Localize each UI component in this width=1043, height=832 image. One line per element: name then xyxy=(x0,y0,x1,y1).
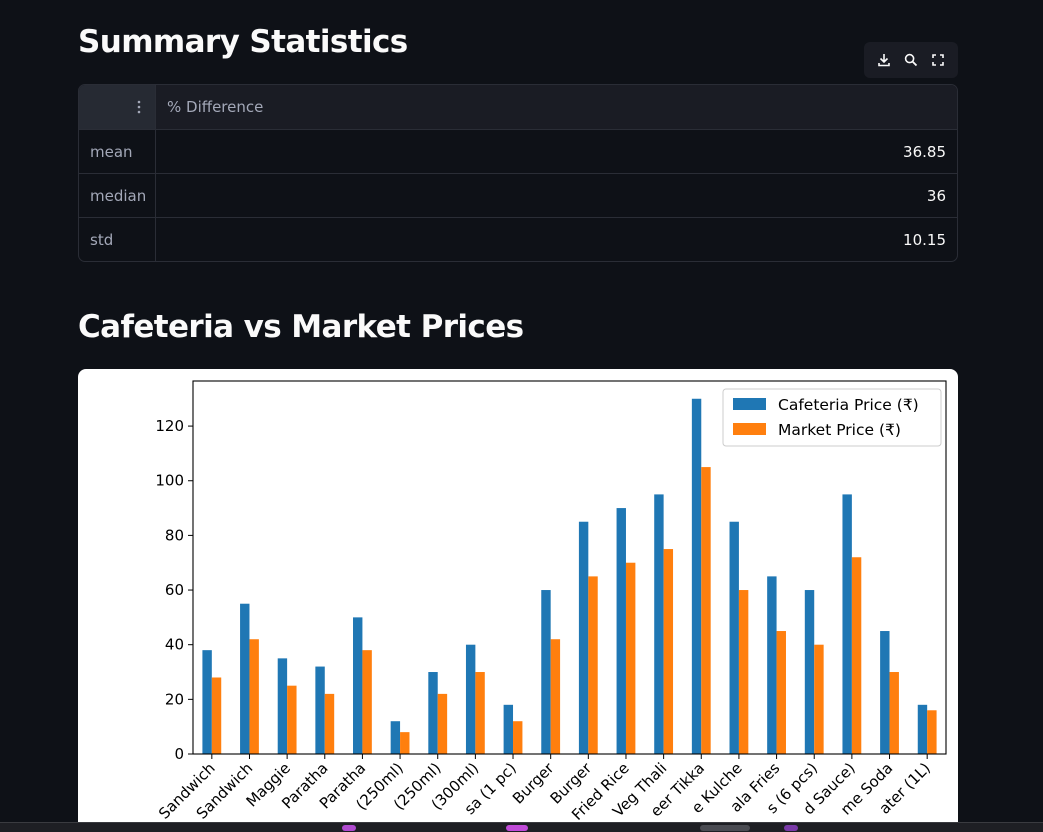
y-tick-label: 20 xyxy=(165,690,184,708)
bar xyxy=(287,685,297,754)
table-row: median 36 xyxy=(79,174,957,218)
bar xyxy=(277,658,288,754)
bar xyxy=(738,590,749,754)
bar xyxy=(353,617,363,754)
chart-card: 0 20 40 60 80 100 120 Sandwich Sandwich Maggie Par… xyxy=(78,369,958,832)
bar xyxy=(362,650,372,754)
bar xyxy=(541,590,551,754)
bar xyxy=(663,549,674,754)
search-icon xyxy=(904,53,918,67)
table-row: mean 36.85 xyxy=(79,130,957,174)
bar xyxy=(211,677,222,754)
legend-box xyxy=(722,388,942,447)
bar xyxy=(804,590,815,754)
download-button[interactable] xyxy=(873,49,895,71)
index-header[interactable] xyxy=(79,85,156,129)
bar xyxy=(588,576,598,754)
row-value[interactable]: 10.15 xyxy=(903,231,946,249)
y-tick-label: 120 xyxy=(155,417,184,435)
bar xyxy=(324,693,335,754)
bar xyxy=(701,467,711,754)
bar xyxy=(390,721,401,754)
bar xyxy=(513,721,523,754)
chart-section-title: Cafeteria vs Market Prices xyxy=(78,309,524,345)
download-icon xyxy=(877,54,890,67)
bar xyxy=(503,704,514,754)
bar xyxy=(550,639,561,754)
legend-swatch xyxy=(733,398,766,410)
bar xyxy=(400,732,410,754)
y-tick-label: 0 xyxy=(174,745,184,763)
row-label: mean xyxy=(79,130,156,173)
y-tick-label: 40 xyxy=(165,636,184,654)
legend-swatch xyxy=(733,423,766,435)
bar xyxy=(691,398,702,754)
search-button[interactable] xyxy=(900,49,922,71)
taskbar-app-icon[interactable] xyxy=(342,825,356,831)
bar xyxy=(917,704,928,754)
bar xyxy=(315,666,325,754)
bar xyxy=(475,672,485,754)
bar xyxy=(729,521,739,754)
plot-frame xyxy=(192,380,947,755)
column-header-difference[interactable]: % Difference xyxy=(167,98,264,116)
fullscreen-button[interactable] xyxy=(927,49,949,71)
bar xyxy=(880,631,890,754)
summary-table[interactable]: % Difference mean 36.85 median 36 std 10… xyxy=(78,84,958,262)
bar xyxy=(842,494,852,754)
row-label: std xyxy=(79,218,156,261)
fullscreen-icon xyxy=(932,54,945,66)
y-tick-label: 100 xyxy=(155,472,184,490)
bar xyxy=(767,576,777,754)
bar xyxy=(202,650,212,754)
y-tick-label: 80 xyxy=(165,526,184,544)
bar xyxy=(776,631,786,754)
table-header-row: % Difference xyxy=(79,85,957,130)
y-tick-label: 60 xyxy=(165,581,184,599)
bar xyxy=(814,644,824,754)
row-label: median xyxy=(79,174,156,217)
table-toolbar xyxy=(864,42,958,78)
bar xyxy=(437,693,448,754)
bar xyxy=(927,710,937,754)
taskbar-app-icon[interactable] xyxy=(784,825,798,831)
bar xyxy=(465,644,476,754)
taskbar-app-icon[interactable] xyxy=(506,825,528,831)
legend-label: Market Price (₹) xyxy=(778,421,901,439)
row-value[interactable]: 36 xyxy=(926,186,946,205)
bar xyxy=(616,508,626,754)
vertical-dots-icon[interactable] xyxy=(137,100,141,114)
bar xyxy=(851,557,862,754)
bar xyxy=(240,603,250,754)
bar-chart: 020406080100120SandwichSandwichMaggiePar… xyxy=(155,380,947,824)
bar xyxy=(625,562,636,754)
legend-label: Cafeteria Price (₹) xyxy=(778,396,919,414)
row-value[interactable]: 36.85 xyxy=(903,142,946,161)
bar xyxy=(428,672,438,754)
summary-title: Summary Statistics xyxy=(78,24,408,60)
table-row: std 10.15 xyxy=(79,218,957,261)
bar xyxy=(249,639,259,754)
bar xyxy=(654,494,664,754)
taskbar xyxy=(0,822,1043,832)
bar xyxy=(889,672,899,754)
bar xyxy=(578,521,589,754)
taskbar-app-icon[interactable] xyxy=(700,825,750,831)
